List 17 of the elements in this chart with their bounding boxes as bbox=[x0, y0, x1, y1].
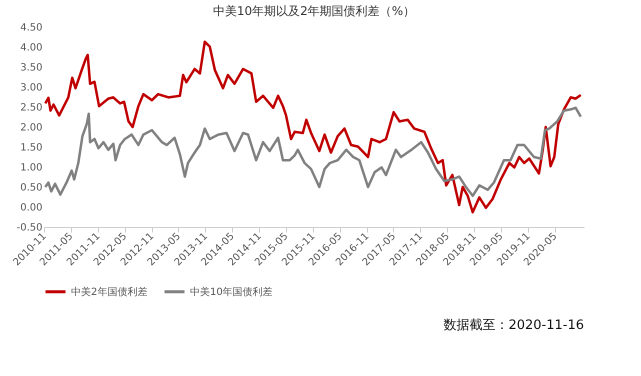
line-series bbox=[44, 40, 582, 214]
legend-label: 中美2年国债利差 bbox=[71, 286, 148, 298]
y-tick-label: 4.50 bbox=[20, 22, 42, 34]
text: 数据截至：2020-11-16 bbox=[443, 318, 584, 333]
chart-title: 中美10年期以及2年期国债利差（%） bbox=[212, 4, 416, 18]
y-tick-label: 3.00 bbox=[20, 82, 42, 94]
y-tick-label: 4.00 bbox=[20, 42, 42, 54]
y-tick-label: 0.00 bbox=[20, 202, 42, 214]
legend-label: 中美10年国债利差 bbox=[190, 286, 273, 298]
line-series bbox=[44, 106, 582, 198]
y-tick-label: 3.50 bbox=[20, 62, 42, 74]
y-tick-label: -0.50 bbox=[16, 222, 42, 234]
y-tick-label: 2.00 bbox=[20, 122, 42, 134]
y-tick-label: 2.50 bbox=[20, 102, 42, 114]
y-tick-label: 1.50 bbox=[20, 142, 42, 154]
y-tick-label: 1.00 bbox=[20, 162, 42, 174]
y-tick-label: 0.50 bbox=[20, 182, 42, 194]
